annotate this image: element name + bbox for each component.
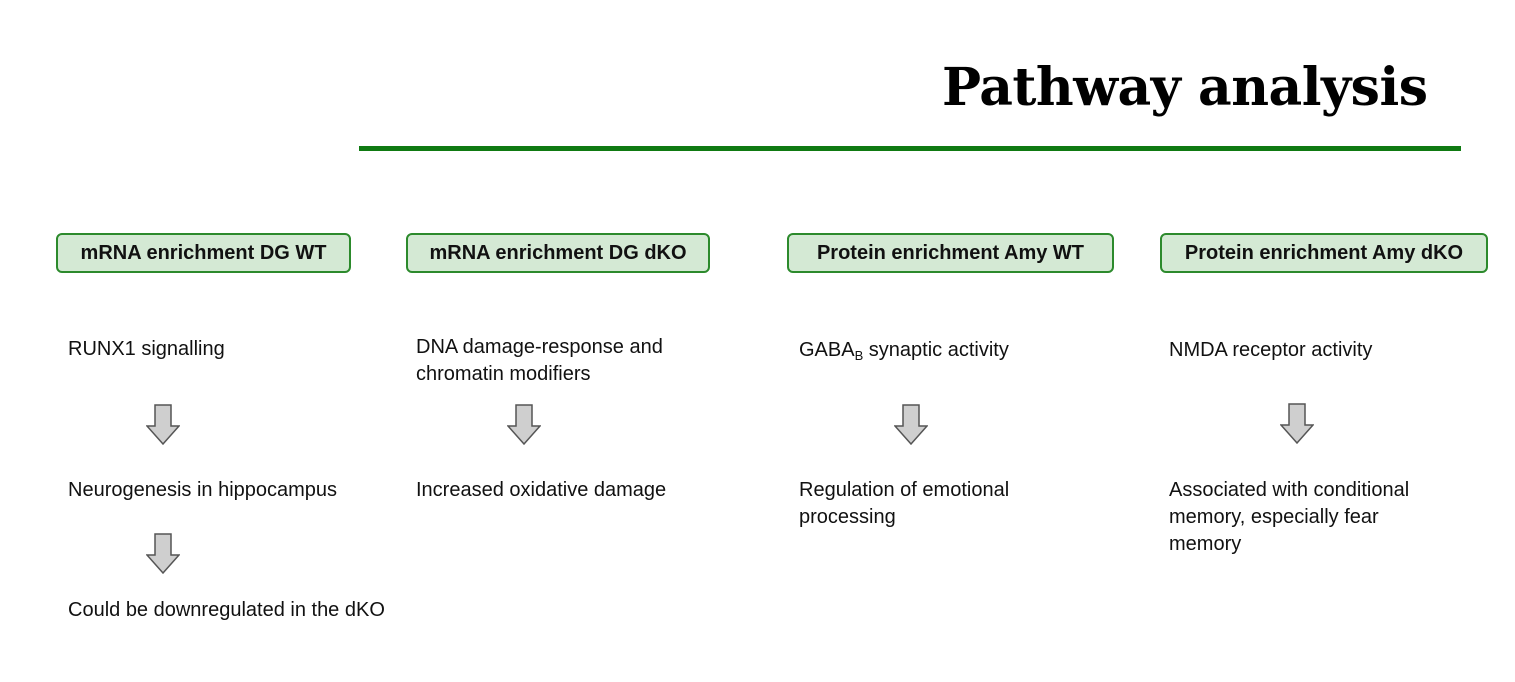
effect-emotional-line1: Regulation of emotional <box>799 479 1010 501</box>
gaba-rest: synaptic activity <box>863 339 1009 361</box>
pathway-dna-damage: DNA damage-response and chromatin modifi… <box>416 334 663 388</box>
pathway-runx1: RUNX1 signalling <box>68 338 225 360</box>
effect-emotional-line2: processing <box>799 506 896 528</box>
header-mrna-dg-wt: mRNA enrichment DG WT <box>56 233 351 273</box>
title-underline <box>359 146 1461 151</box>
page-title: Pathway analysis <box>942 57 1428 118</box>
down-arrow-icon <box>1280 403 1314 445</box>
effect-fear-memory: Associated with conditional memory, espe… <box>1169 477 1409 558</box>
down-arrow-icon <box>507 404 541 446</box>
note-downregulated: Could be downregulated in the dKO <box>68 599 385 621</box>
down-arrow-icon <box>146 404 180 446</box>
pathway-nmda: NMDA receptor activity <box>1169 339 1373 361</box>
pathway-gabab: GABAB synaptic activity <box>799 337 1009 364</box>
effect-fear-memory-line1: Associated with conditional <box>1169 479 1410 501</box>
pathway-dna-damage-line1: DNA damage-response and <box>416 336 663 358</box>
gaba-subscript: B <box>854 348 864 363</box>
pathway-dna-damage-line2: chromatin modifiers <box>416 363 591 385</box>
effect-neurogenesis: Neurogenesis in hippocampus <box>68 479 338 501</box>
effect-fear-memory-line2: memory, especially fear <box>1169 506 1379 528</box>
gaba-label: GABA <box>799 339 855 361</box>
header-mrna-dg-dko: mRNA enrichment DG dKO <box>406 233 710 273</box>
down-arrow-icon <box>146 533 180 575</box>
header-protein-amy-wt: Protein enrichment Amy WT <box>787 233 1114 273</box>
effect-emotional: Regulation of emotional processing <box>799 477 1009 531</box>
effect-oxidative-damage: Increased oxidative damage <box>416 479 667 501</box>
down-arrow-icon <box>894 404 928 446</box>
effect-fear-memory-line3: memory <box>1169 533 1242 555</box>
header-protein-amy-dko: Protein enrichment Amy dKO <box>1160 233 1488 273</box>
